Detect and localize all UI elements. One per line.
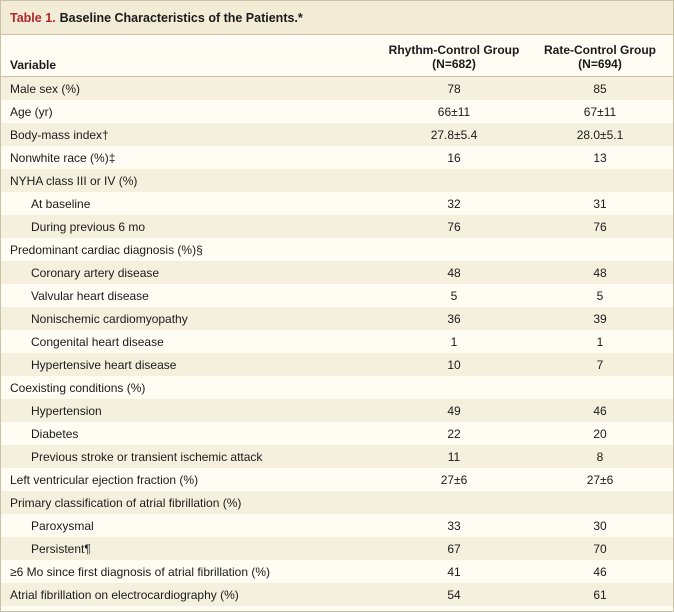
table-row: ≥6 Mo since first diagnosis of atrial fi… xyxy=(1,560,673,583)
rate-control-value: 46 xyxy=(593,564,607,579)
header-variable: Variable xyxy=(10,58,57,72)
row-label: Coronary artery disease xyxy=(31,265,160,280)
table-row: Coexisting conditions (%) xyxy=(1,376,673,399)
rate-control-value: 13 xyxy=(593,150,607,165)
table-row: Left ventricular ejection fraction (%) 27… xyxy=(1,468,673,491)
rhythm-control-value: 49 xyxy=(447,403,461,418)
table-row: Hypertension 49 46 xyxy=(1,399,673,422)
row-label: Male sex (%) xyxy=(10,81,81,96)
table-title: Baseline Characteristics of the Patients… xyxy=(59,10,303,25)
table-row: Diabetes 22 20 xyxy=(1,422,673,445)
row-label: NYHA class III or IV (%) xyxy=(10,173,138,188)
table-row: During previous 6 mo 76 76 xyxy=(1,215,673,238)
header-rhythm-control: Rhythm-Control Group (N=682) xyxy=(381,35,527,76)
rhythm-control-value: 27±6 xyxy=(440,472,468,487)
row-label: Previous stroke or transient ischemic at… xyxy=(31,449,263,464)
row-label: Persistent¶ xyxy=(31,541,91,556)
table-row: Male sex (%) 78 85 xyxy=(1,77,673,100)
row-label: Left ventricular ejection fraction (%) xyxy=(10,472,199,487)
table-row: Atrial fibrillation on electrocardiograp… xyxy=(1,583,673,606)
table-row: NYHA class III or IV (%) xyxy=(1,169,673,192)
rate-control-value: 27±6 xyxy=(586,472,614,487)
header-rhythm-control-n: (N=682) xyxy=(432,56,476,71)
rhythm-control-value: 66±11 xyxy=(437,104,471,119)
table-row: Age (yr) 66±11 67±11 xyxy=(1,100,673,123)
rate-control-value: 20 xyxy=(593,426,607,441)
table-row: Primary classification of atrial fibrill… xyxy=(1,491,673,514)
table-row: Valvular heart disease 5 5 xyxy=(1,284,673,307)
row-label: Primary classification of atrial fibrill… xyxy=(10,495,242,510)
rate-control-value: 76 xyxy=(593,219,607,234)
table-row: Coronary artery disease 48 48 xyxy=(1,261,673,284)
rate-control-value: 48 xyxy=(593,265,607,280)
rhythm-control-value: 5 xyxy=(450,288,458,303)
rate-control-value: 28.0±5.1 xyxy=(576,127,624,142)
rhythm-control-value: 11 xyxy=(447,449,461,464)
rate-control-value: 70 xyxy=(593,541,607,556)
rhythm-control-value: 67 xyxy=(447,541,461,556)
rate-control-value: 67±11 xyxy=(583,104,617,119)
row-label: Hypertensive heart disease xyxy=(31,357,177,372)
table-row: Body-mass index† 27.8±5.4 28.0±5.1 xyxy=(1,123,673,146)
row-label: Congenital heart disease xyxy=(31,334,164,349)
rhythm-control-value: 22 xyxy=(447,426,461,441)
rate-control-value: 1 xyxy=(596,334,604,349)
table-title-bar: Table 1. Baseline Characteristics of the… xyxy=(1,1,673,35)
header-rate-control: Rate-Control Group (N=694) xyxy=(527,35,673,76)
row-label: ≥6 Mo since first diagnosis of atrial fi… xyxy=(10,564,271,579)
rate-control-value: 30 xyxy=(593,518,607,533)
rhythm-control-value: 32 xyxy=(447,196,461,211)
header-rate-control-n: (N=694) xyxy=(578,56,622,71)
table-row: Persistent¶ 67 70 xyxy=(1,537,673,560)
table-row: Nonwhite race (%)‡ 16 13 xyxy=(1,146,673,169)
table-row: At baseline 32 31 xyxy=(1,192,673,215)
rhythm-control-value: 16 xyxy=(447,150,461,165)
row-label: Age (yr) xyxy=(10,104,53,119)
rate-control-value: 85 xyxy=(593,81,607,96)
rate-control-value: 46 xyxy=(593,403,607,418)
row-label: During previous 6 mo xyxy=(31,219,146,234)
rhythm-control-value: 36 xyxy=(447,311,461,326)
rate-control-value: 39 xyxy=(593,311,607,326)
table-row: Previous stroke or transient ischemic at… xyxy=(1,445,673,468)
rhythm-control-value: 76 xyxy=(447,219,461,234)
row-label: Valvular heart disease xyxy=(31,288,149,303)
rate-control-value: 61 xyxy=(593,587,607,602)
row-label: Diabetes xyxy=(31,426,79,441)
table-number: Table 1. xyxy=(10,10,56,25)
row-label: Nonischemic cardiomyopathy xyxy=(31,311,188,326)
rate-control-value: 8 xyxy=(596,449,604,464)
table-header: Variable Rhythm-Control Group (N=682) Ra… xyxy=(1,35,673,77)
table-row: Nonischemic cardiomyopathy 36 39 xyxy=(1,307,673,330)
row-label: Body-mass index† xyxy=(10,127,109,142)
row-label: Atrial fibrillation on electrocardiograp… xyxy=(10,587,239,602)
rhythm-control-value: 78 xyxy=(447,81,461,96)
header-rate-control-title: Rate-Control Group xyxy=(544,42,656,57)
rhythm-control-value: 27.8±5.4 xyxy=(430,127,478,142)
table-row: Hypertensive heart disease 10 7 xyxy=(1,353,673,376)
row-label: Predominant cardiac diagnosis (%)§ xyxy=(10,242,203,257)
rate-control-value: 31 xyxy=(593,196,607,211)
table-row: Paroxysmal 33 30 xyxy=(1,514,673,537)
rhythm-control-value: 1 xyxy=(450,334,458,349)
row-label: At baseline xyxy=(31,196,91,211)
rhythm-control-value: 10 xyxy=(447,357,461,372)
row-label: Paroxysmal xyxy=(31,518,94,533)
row-label: Nonwhite race (%)‡ xyxy=(10,150,116,165)
header-rhythm-control-title: Rhythm-Control Group xyxy=(388,42,520,57)
rate-control-value: 5 xyxy=(596,288,604,303)
rhythm-control-value: 41 xyxy=(447,564,461,579)
rhythm-control-value: 54 xyxy=(447,587,461,602)
rate-control-value: 7 xyxy=(596,357,604,372)
table-body: Male sex (%) 78 85 Age (yr) 66±11 67±11 Body-m… xyxy=(1,77,673,606)
rhythm-control-value: 33 xyxy=(447,518,461,533)
table-row: Congenital heart disease 1 1 xyxy=(1,330,673,353)
row-label: Coexisting conditions (%) xyxy=(10,380,146,395)
table-row: Predominant cardiac diagnosis (%)§ xyxy=(1,238,673,261)
rhythm-control-value: 48 xyxy=(447,265,461,280)
row-label: Hypertension xyxy=(31,403,102,418)
